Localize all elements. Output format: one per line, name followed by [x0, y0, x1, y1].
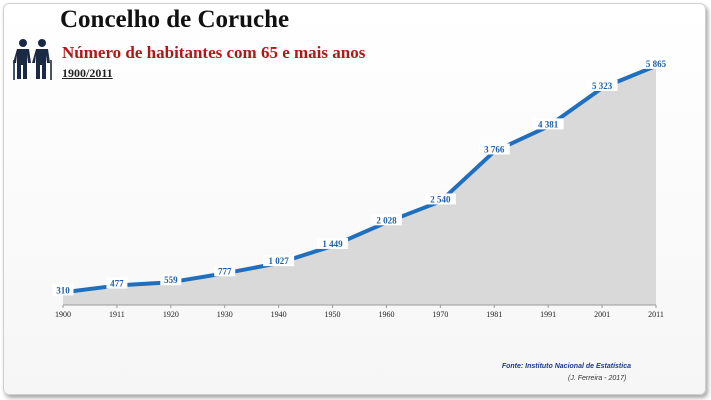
x-tick-label: 1930 [217, 310, 233, 319]
data-label: 5 323 [592, 81, 613, 91]
data-label: 2 028 [376, 215, 397, 225]
data-label-bg [263, 255, 295, 267]
x-tick-label: 1970 [432, 310, 448, 319]
data-label: 2 540 [430, 194, 451, 204]
x-tick-label: 1911 [109, 310, 125, 319]
data-label-bg [586, 79, 618, 91]
x-tick-label: 2001 [594, 310, 610, 319]
x-tick-label: 1940 [271, 310, 287, 319]
data-label-bg [317, 237, 349, 249]
data-label: 559 [164, 275, 178, 285]
x-tick-label: 1900 [55, 310, 71, 319]
data-label: 777 [218, 266, 232, 276]
data-label: 4 381 [538, 119, 559, 129]
data-label: 1 027 [269, 256, 290, 266]
elderly-couple-icon [13, 39, 52, 80]
data-label-bg [52, 284, 74, 296]
chart-period: 1900/2011 [62, 66, 113, 80]
x-tick-label: 1950 [325, 310, 341, 319]
source-note: Fonte: Instituto Nacional de Estatística [501, 363, 631, 370]
data-label-bg [424, 193, 456, 205]
data-label-bg [214, 265, 236, 277]
chart-subtitle: Número de habitantes com 65 e mais anos [62, 43, 366, 62]
data-label-bg [106, 277, 128, 289]
author-note: (J. Ferreira - 2017) [568, 375, 627, 382]
data-label-bg [532, 118, 564, 130]
data-label: 3 766 [484, 144, 505, 154]
data-label: 5 865 [646, 59, 667, 69]
data-label: 477 [110, 279, 124, 289]
data-label-bg [640, 57, 672, 69]
data-label-bg [160, 274, 182, 286]
data-label: 310 [56, 285, 70, 295]
data-label: 1 449 [322, 239, 343, 249]
data-label-bg [478, 143, 510, 155]
x-tick-label: 1981 [486, 310, 502, 319]
data-label-bg [370, 214, 402, 226]
chart-title: Concelho de Coruche [60, 6, 290, 33]
x-tick-label: 1991 [540, 310, 556, 319]
x-tick-label: 2011 [648, 310, 664, 319]
x-tick-label: 1960 [378, 310, 394, 319]
area-fill [63, 65, 656, 305]
x-tick-label: 1920 [163, 310, 179, 319]
